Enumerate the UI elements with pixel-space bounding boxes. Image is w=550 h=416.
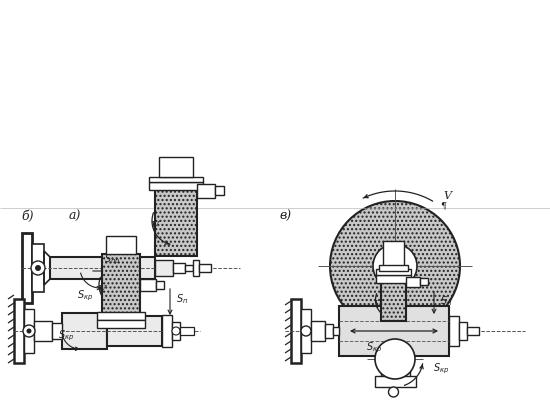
Bar bbox=[376, 275, 411, 283]
Bar bbox=[381, 279, 406, 321]
Bar bbox=[34, 321, 52, 341]
Text: $S_п$: $S_п$ bbox=[176, 292, 188, 306]
Bar bbox=[197, 184, 215, 198]
Bar bbox=[193, 260, 199, 276]
Bar bbox=[156, 281, 164, 289]
Text: $S_{кр}$: $S_{кр}$ bbox=[433, 362, 449, 376]
Text: V: V bbox=[373, 300, 382, 310]
Bar bbox=[291, 299, 301, 363]
Bar bbox=[106, 236, 136, 254]
Bar bbox=[159, 157, 193, 177]
Bar bbox=[107, 316, 162, 346]
Bar bbox=[301, 309, 311, 353]
Circle shape bbox=[26, 329, 31, 334]
Text: $S_п$: $S_п$ bbox=[440, 294, 452, 308]
Bar bbox=[173, 263, 185, 273]
Bar bbox=[97, 320, 145, 328]
Bar bbox=[52, 323, 62, 339]
Bar bbox=[172, 322, 180, 340]
Bar bbox=[62, 313, 107, 349]
Bar bbox=[420, 278, 428, 285]
Bar bbox=[406, 277, 420, 287]
Bar bbox=[155, 186, 197, 256]
Circle shape bbox=[172, 327, 180, 335]
Circle shape bbox=[31, 261, 45, 275]
Bar bbox=[449, 316, 459, 346]
Bar bbox=[155, 260, 173, 276]
Bar bbox=[383, 241, 404, 269]
Text: V: V bbox=[97, 285, 105, 295]
Text: $S_{кр}$: $S_{кр}$ bbox=[77, 289, 93, 303]
Text: $S_{кр}$: $S_{кр}$ bbox=[58, 329, 74, 343]
Text: б): б) bbox=[22, 210, 34, 223]
Bar bbox=[377, 356, 412, 367]
Bar bbox=[140, 279, 156, 291]
Text: $S_{пр}$: $S_{пр}$ bbox=[104, 253, 120, 267]
Bar bbox=[381, 365, 410, 377]
Bar bbox=[333, 327, 339, 335]
Bar bbox=[199, 264, 211, 272]
Bar bbox=[185, 265, 193, 271]
Bar bbox=[215, 186, 224, 195]
Bar bbox=[24, 309, 34, 353]
Bar bbox=[375, 376, 416, 387]
Circle shape bbox=[388, 387, 399, 397]
Circle shape bbox=[375, 339, 415, 379]
Bar bbox=[311, 321, 325, 341]
Bar bbox=[97, 312, 145, 320]
Bar bbox=[50, 257, 155, 279]
Circle shape bbox=[330, 201, 460, 331]
Bar bbox=[459, 322, 467, 340]
Text: в): в) bbox=[280, 210, 292, 223]
Bar bbox=[467, 327, 479, 335]
Bar bbox=[339, 306, 449, 356]
Bar bbox=[149, 182, 203, 190]
Bar bbox=[32, 244, 44, 292]
Text: $S_{кр}$: $S_{кр}$ bbox=[366, 341, 382, 355]
Bar bbox=[376, 269, 411, 275]
Text: V: V bbox=[443, 191, 451, 201]
Circle shape bbox=[301, 326, 311, 336]
Bar bbox=[162, 315, 172, 347]
Bar bbox=[379, 265, 408, 271]
Bar bbox=[180, 327, 194, 335]
Circle shape bbox=[373, 244, 417, 288]
Bar bbox=[325, 324, 333, 338]
Text: V: V bbox=[150, 221, 158, 231]
Bar bbox=[149, 177, 203, 182]
Text: а): а) bbox=[69, 210, 81, 223]
Bar bbox=[14, 299, 24, 363]
Circle shape bbox=[23, 325, 35, 337]
Bar bbox=[102, 254, 140, 316]
Text: ¶: ¶ bbox=[440, 201, 446, 210]
Bar bbox=[22, 233, 32, 303]
Circle shape bbox=[35, 265, 41, 271]
